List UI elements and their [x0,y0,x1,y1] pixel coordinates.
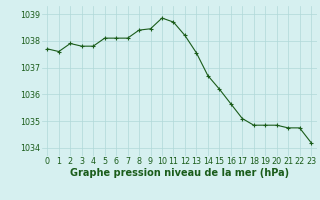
X-axis label: Graphe pression niveau de la mer (hPa): Graphe pression niveau de la mer (hPa) [70,168,289,178]
